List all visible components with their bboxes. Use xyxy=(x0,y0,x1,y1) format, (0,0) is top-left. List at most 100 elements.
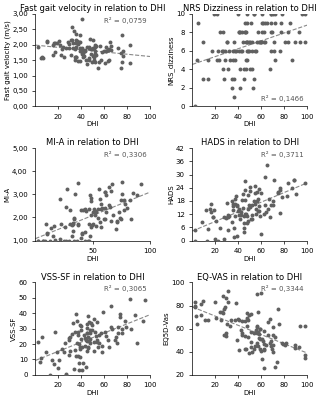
Point xyxy=(237,317,242,324)
Point xyxy=(252,190,257,196)
Point xyxy=(238,48,244,54)
Point xyxy=(238,209,244,215)
Point xyxy=(58,236,63,242)
Point xyxy=(108,323,114,330)
Point xyxy=(75,329,80,335)
Point xyxy=(193,313,198,319)
Point xyxy=(203,316,208,323)
Point xyxy=(250,66,255,72)
Point xyxy=(95,206,100,212)
Point xyxy=(298,38,303,45)
Point xyxy=(86,319,91,326)
Point xyxy=(237,48,242,54)
Point xyxy=(293,342,298,348)
Point xyxy=(261,341,266,347)
Point xyxy=(213,217,218,224)
Point xyxy=(252,75,257,82)
Point xyxy=(237,216,242,222)
Point xyxy=(52,329,57,335)
Point xyxy=(267,66,273,72)
Point xyxy=(275,306,280,312)
Point xyxy=(212,236,217,243)
Point xyxy=(254,38,259,45)
Point xyxy=(67,207,73,214)
Point xyxy=(195,57,200,63)
Point xyxy=(96,332,101,338)
Title: NRS Dizziness in relation to DHI: NRS Dizziness in relation to DHI xyxy=(183,4,317,13)
Point xyxy=(243,346,248,352)
Point xyxy=(239,48,244,54)
Point xyxy=(296,29,301,36)
Y-axis label: HADS: HADS xyxy=(168,184,174,204)
Point xyxy=(237,347,242,353)
Point xyxy=(221,235,226,242)
Point xyxy=(85,321,90,328)
Point xyxy=(93,207,98,214)
Point xyxy=(86,312,91,319)
Point xyxy=(258,230,263,237)
Point xyxy=(82,237,87,244)
Point xyxy=(252,343,257,350)
Point xyxy=(212,11,217,17)
X-axis label: DHI: DHI xyxy=(244,256,256,262)
Point xyxy=(102,205,107,211)
Point xyxy=(71,228,76,234)
Point xyxy=(220,310,225,317)
Point xyxy=(277,210,282,216)
Point xyxy=(80,343,85,350)
Point xyxy=(84,364,89,370)
Point xyxy=(75,37,80,44)
X-axis label: DHI: DHI xyxy=(86,256,99,262)
Point xyxy=(244,323,249,329)
Point xyxy=(245,20,250,26)
Point xyxy=(69,36,74,43)
Point xyxy=(58,221,63,227)
Point xyxy=(264,208,269,215)
Point xyxy=(226,48,232,54)
Point xyxy=(253,182,258,189)
Point xyxy=(87,35,92,42)
Point xyxy=(275,359,280,365)
Point xyxy=(302,355,307,362)
Point xyxy=(51,233,56,239)
Point xyxy=(224,330,229,336)
Point xyxy=(91,44,96,51)
Point xyxy=(77,31,82,38)
Point xyxy=(121,48,126,54)
Point xyxy=(52,360,57,367)
Point xyxy=(257,38,262,45)
Point xyxy=(232,213,237,219)
Point xyxy=(117,215,122,222)
Point xyxy=(230,85,235,91)
Point xyxy=(238,327,243,334)
Point xyxy=(51,223,56,229)
Point xyxy=(76,366,81,373)
Point xyxy=(95,319,100,325)
Point xyxy=(106,344,111,350)
Point xyxy=(40,237,45,244)
Point xyxy=(76,40,81,47)
Point xyxy=(246,316,251,323)
Point xyxy=(101,48,107,54)
Point xyxy=(79,47,84,53)
Point xyxy=(85,345,90,351)
Point xyxy=(78,57,83,64)
Point xyxy=(240,330,245,336)
Point xyxy=(98,219,103,225)
Point xyxy=(242,75,247,82)
Point xyxy=(249,216,254,222)
Point xyxy=(243,38,248,45)
Point xyxy=(99,224,104,230)
Point xyxy=(249,48,254,54)
Point xyxy=(241,213,246,219)
Point xyxy=(89,46,94,52)
Point xyxy=(78,344,83,350)
Point xyxy=(242,220,247,226)
Point xyxy=(254,210,259,217)
Point xyxy=(242,29,247,36)
Point xyxy=(119,330,124,336)
Point xyxy=(277,48,282,54)
Point xyxy=(88,50,93,57)
Point xyxy=(249,349,254,355)
Point xyxy=(86,344,91,350)
